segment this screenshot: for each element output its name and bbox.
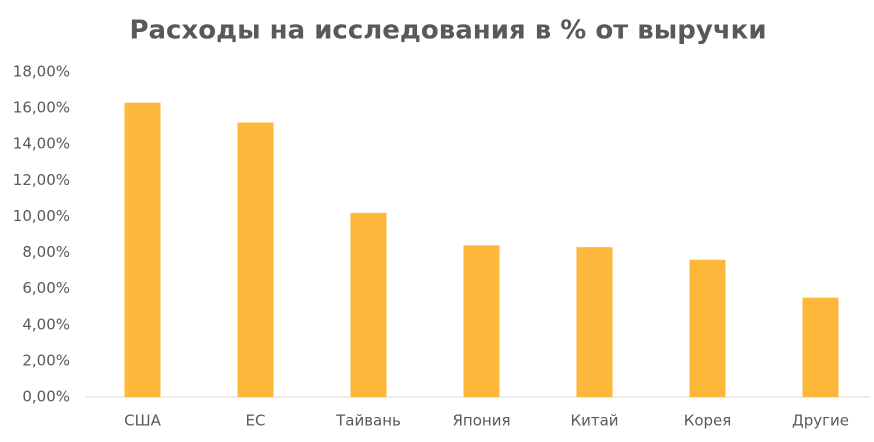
y-tick-label: 2,00%: [22, 351, 70, 369]
bar: [350, 212, 387, 397]
x-tick-label: Япония: [453, 412, 511, 430]
x-tick-label: Другие: [792, 412, 849, 430]
x-tick-label: Корея: [684, 412, 732, 430]
y-tick-label: 6,00%: [22, 279, 70, 297]
y-tick-label: 4,00%: [22, 315, 70, 333]
y-tick-label: 12,00%: [13, 171, 70, 189]
bar: [237, 122, 274, 398]
y-tick-label: 18,00%: [13, 63, 70, 81]
bar: [576, 247, 613, 397]
y-tick-label: 8,00%: [22, 243, 70, 261]
bar: [463, 245, 500, 397]
y-tick-label: 10,00%: [13, 207, 70, 225]
bar: [689, 259, 726, 397]
y-tick-label: 14,00%: [13, 135, 70, 153]
x-tick-label: ЕС: [246, 412, 266, 430]
y-tick-label: 0,00%: [22, 388, 70, 406]
bar: [124, 102, 161, 397]
bar: [802, 297, 839, 397]
x-tick-label: Тайвань: [335, 412, 401, 430]
y-tick-label: 16,00%: [13, 99, 70, 117]
x-tick-label: Китай: [570, 412, 618, 430]
chart-title: Расходы на исследования в % от выручки: [129, 16, 766, 46]
x-tick-label: США: [124, 412, 162, 430]
